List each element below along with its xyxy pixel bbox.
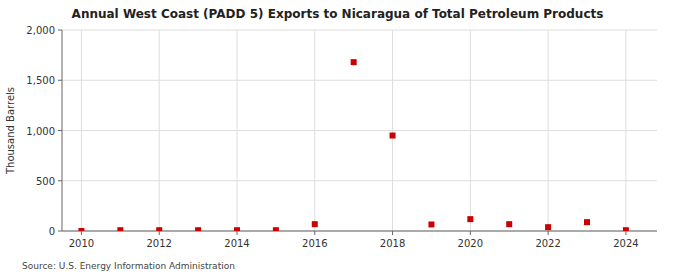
x-grid-line xyxy=(237,30,238,231)
y-tick xyxy=(58,130,62,131)
x-tick xyxy=(548,231,549,235)
grid xyxy=(62,30,657,231)
point xyxy=(623,227,629,231)
x-tick-label: 2012 xyxy=(146,238,171,249)
y-grid-line xyxy=(62,130,657,131)
x-tick-label: 2024 xyxy=(613,238,638,249)
point xyxy=(156,227,162,231)
point xyxy=(312,221,318,227)
x-axis-line xyxy=(62,231,657,232)
point xyxy=(545,224,551,230)
point xyxy=(117,227,123,231)
point xyxy=(351,59,357,65)
y-grid-line xyxy=(62,30,657,31)
point xyxy=(273,227,279,231)
x-grid-line xyxy=(314,30,315,231)
point xyxy=(78,228,84,231)
y-tick xyxy=(58,231,62,232)
x-tick xyxy=(237,231,238,235)
y-tick-label: 500 xyxy=(36,176,55,187)
y-axis-label: Thousand Barrels xyxy=(5,87,16,175)
y-grid-line xyxy=(62,180,657,181)
title: Annual West Coast (PADD 5) Exports to Ni… xyxy=(72,7,604,21)
chart-container: Annual West Coast (PADD 5) Exports to Ni… xyxy=(0,0,675,275)
point xyxy=(234,227,240,231)
y-tick xyxy=(58,30,62,31)
y-tick-label: 2,000 xyxy=(26,25,55,36)
x-tick xyxy=(625,231,626,235)
point xyxy=(195,227,201,231)
x-grid-line xyxy=(392,30,393,231)
chart: Annual West Coast (PADD 5) Exports to Ni… xyxy=(0,0,675,275)
axes: 0 500 1,000 1,500 2,000 2010 2012 2014 2016 2018 2… xyxy=(26,25,657,249)
point xyxy=(428,221,434,227)
y-grid-line xyxy=(62,80,657,81)
point xyxy=(467,216,473,222)
y-tick-label: 1,000 xyxy=(26,126,55,137)
point xyxy=(390,133,396,139)
x-tick xyxy=(81,231,82,235)
x-tick-label: 2022 xyxy=(535,238,560,249)
y-grid-line xyxy=(62,231,657,232)
x-grid-line xyxy=(81,30,82,231)
y-tick-label: 0 xyxy=(49,226,55,237)
source-note: Source: U.S. Energy Information Administ… xyxy=(22,261,235,271)
y-tick xyxy=(58,180,62,181)
points xyxy=(78,59,628,231)
x-tick xyxy=(314,231,315,235)
x-grid-line xyxy=(625,30,626,231)
x-tick-label: 2020 xyxy=(458,238,483,249)
x-tick-label: 2010 xyxy=(69,238,94,249)
point xyxy=(584,219,590,225)
x-grid-line xyxy=(159,30,160,231)
point xyxy=(506,221,512,227)
y-tick-label: 1,500 xyxy=(26,75,55,86)
x-tick-label: 2014 xyxy=(224,238,249,249)
y-tick xyxy=(58,80,62,81)
x-grid-line xyxy=(470,30,471,231)
x-grid-line xyxy=(548,30,549,231)
y-axis-line xyxy=(62,30,63,231)
x-tick-label: 2016 xyxy=(302,238,327,249)
x-tick xyxy=(392,231,393,235)
x-tick xyxy=(470,231,471,235)
x-tick xyxy=(159,231,160,235)
x-tick-label: 2018 xyxy=(380,238,405,249)
